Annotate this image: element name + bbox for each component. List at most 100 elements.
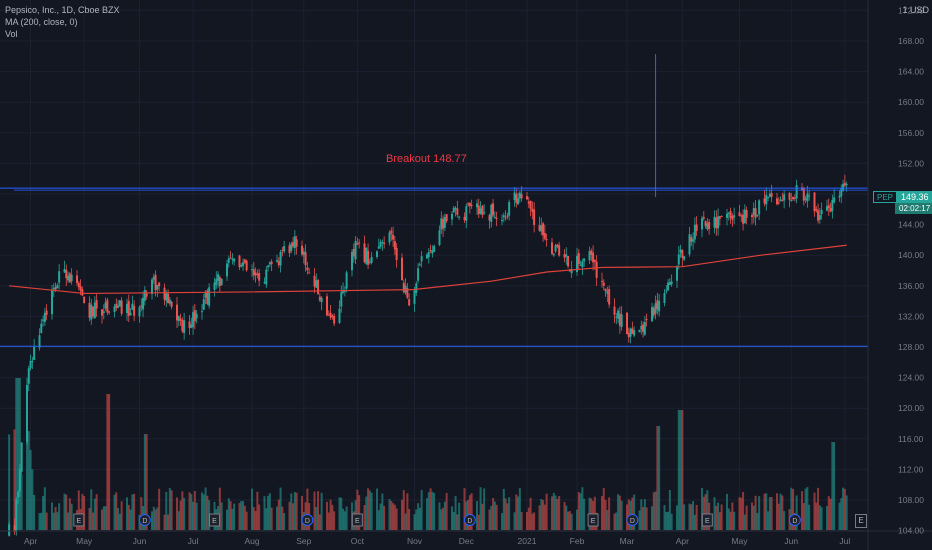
candle — [43, 312, 46, 323]
candle — [517, 198, 520, 205]
volume-bar — [54, 506, 57, 530]
candle — [140, 305, 143, 308]
volume-bar — [293, 492, 296, 530]
candle — [192, 312, 195, 328]
volume-bar — [429, 488, 432, 530]
volume-bar — [804, 488, 807, 530]
candle — [692, 239, 695, 242]
volume-bar — [229, 501, 232, 530]
volume-bar — [568, 511, 571, 530]
volume-bar — [81, 493, 84, 530]
event-marker-label: D — [142, 518, 147, 525]
candle — [29, 360, 32, 369]
volume-bar — [379, 503, 382, 530]
volume-bar — [18, 378, 21, 530]
volume-bar — [192, 501, 195, 530]
legend-title[interactable]: Pepsico, Inc., 1D, Cboe BZX — [5, 5, 120, 15]
currency-label[interactable]: 1 USD — [902, 5, 929, 15]
volume-bar — [470, 493, 473, 530]
candle — [129, 312, 132, 316]
candle — [163, 287, 166, 300]
volume-bar — [481, 503, 484, 530]
volume-bar — [393, 504, 396, 530]
candle — [683, 256, 686, 260]
candle — [604, 288, 607, 292]
volume-bar — [531, 513, 534, 530]
candle — [801, 187, 803, 191]
volume-bar — [577, 492, 580, 530]
candle — [238, 255, 241, 268]
candle — [315, 280, 318, 288]
volume-bar — [643, 499, 646, 530]
legend-ma[interactable]: MA (200, close, 0) — [5, 17, 78, 27]
volume-bar — [343, 511, 346, 530]
candle — [320, 297, 323, 303]
volume-bar — [143, 434, 146, 530]
volume-bar — [533, 512, 536, 530]
earnings-marker-right[interactable]: E — [855, 514, 867, 528]
candle — [327, 314, 330, 316]
candle — [8, 524, 11, 536]
candle — [245, 260, 248, 271]
volume-bar — [652, 492, 655, 530]
legend-vol[interactable]: Vol — [5, 29, 18, 39]
volume-bar — [492, 498, 495, 530]
volume-bar — [227, 498, 230, 530]
volume-bar — [68, 498, 71, 530]
volume-bar — [677, 410, 680, 530]
volume-bar — [717, 502, 720, 530]
volume-bar — [8, 434, 11, 530]
candle — [658, 300, 661, 312]
price-axis-label: 140.00 — [898, 250, 924, 260]
volume-bar — [831, 442, 834, 530]
volume-bar — [442, 507, 445, 530]
volume-bar — [477, 514, 480, 530]
candle — [138, 307, 141, 317]
volume-bar — [840, 498, 843, 530]
volume-bar — [170, 490, 173, 530]
time-axis-label: Aug — [244, 536, 259, 546]
dividend-marker: D — [463, 514, 476, 526]
volume-bar — [368, 490, 371, 530]
volume-bar — [168, 488, 171, 530]
volume-bar — [276, 506, 278, 530]
candle — [558, 245, 561, 256]
candle-series — [8, 174, 848, 537]
volume-bar — [113, 494, 116, 530]
volume-bar — [565, 505, 568, 530]
candle — [467, 203, 470, 205]
volume-bar — [220, 502, 223, 530]
candle — [358, 242, 361, 244]
volume-bar — [156, 507, 159, 530]
volume-bar — [627, 499, 630, 530]
volume-bar — [668, 489, 671, 530]
candle — [770, 193, 773, 197]
candle — [440, 218, 443, 230]
time-axis-label: 2021 — [518, 536, 537, 546]
candle — [618, 313, 621, 326]
volume-bar — [238, 503, 241, 530]
candle — [602, 282, 605, 286]
volume-bar — [104, 506, 107, 530]
volume-bar — [140, 497, 143, 530]
dividend-marker: D — [138, 514, 151, 526]
volume-bar — [463, 488, 466, 530]
volume-bar — [245, 511, 248, 530]
event-marker-label: D — [792, 518, 797, 525]
candle — [740, 215, 743, 217]
volume-bar — [270, 507, 273, 530]
price-tag-value: 149.36 — [897, 191, 932, 203]
volume-bar — [729, 511, 732, 530]
volume-bar — [233, 503, 236, 530]
candle — [304, 252, 307, 266]
candle — [640, 325, 643, 330]
candle — [383, 242, 386, 244]
candle — [731, 215, 734, 220]
volume-bar — [90, 489, 93, 530]
candle — [751, 215, 753, 218]
volume-bar — [38, 513, 41, 530]
candle — [379, 241, 382, 247]
candle — [58, 271, 61, 283]
candle — [738, 212, 741, 217]
